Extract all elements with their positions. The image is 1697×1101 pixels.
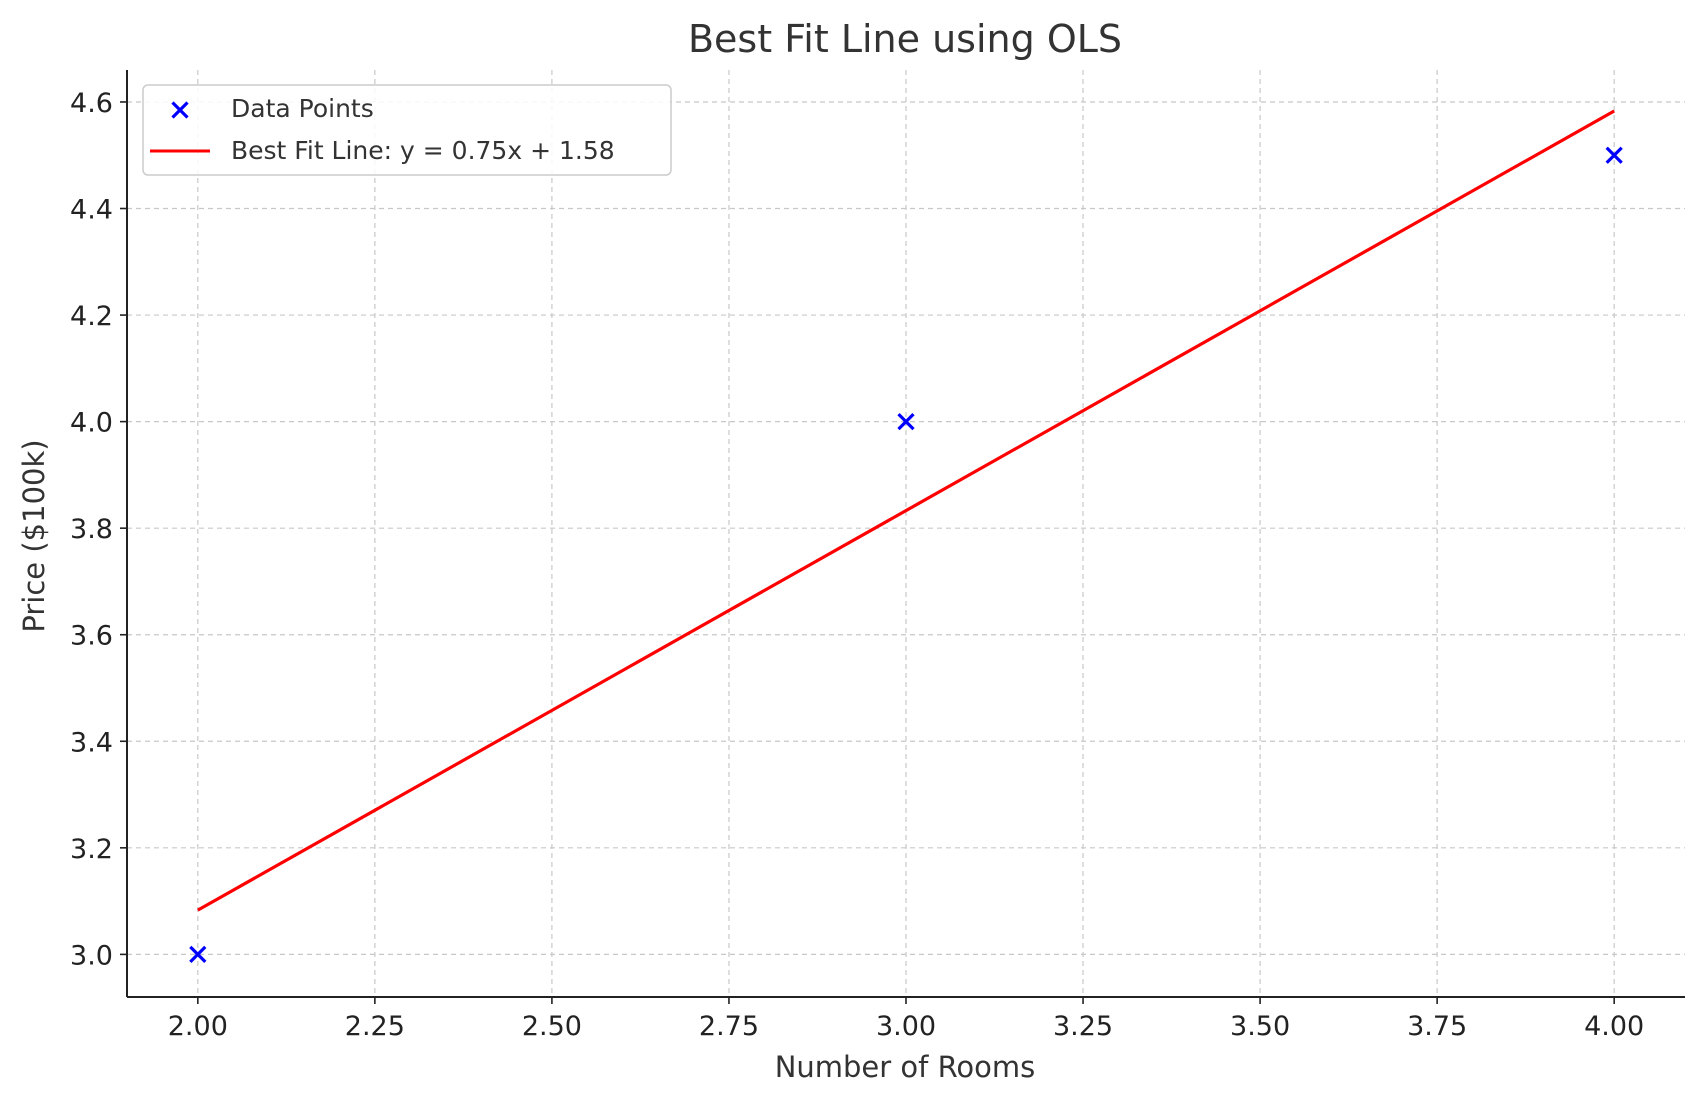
x-tick-label: 3.50: [1230, 1011, 1290, 1042]
data-point-marker-stroke: [189, 945, 207, 964]
x-tick-label: 3.75: [1407, 1011, 1467, 1042]
y-tick-label: 4.4: [70, 195, 113, 226]
legend-x-marker-stroke: [171, 101, 189, 119]
y-tick-label: 3.6: [70, 621, 113, 652]
x-axis-label: Number of Rooms: [775, 1050, 1036, 1084]
legend-label-best-fit: Best Fit Line: y = 0.75x + 1.58: [231, 136, 615, 165]
data-point-marker-stroke: [897, 412, 915, 431]
y-tick-label: 3.0: [70, 940, 113, 971]
data-point-marker: [189, 945, 207, 964]
x-tick-label: 2.25: [345, 1011, 405, 1042]
data-point-marker: [897, 412, 915, 431]
y-axis-label: Price ($100k): [17, 439, 51, 632]
legend-box: [142, 84, 672, 176]
x-axis-ticks: 2.00 2.25 2.50 2.75 3.00 3.25 3.50 3.75 4.00: [168, 997, 1644, 1042]
best-fit-line: [197, 109, 1615, 912]
y-tick-label: 3.8: [70, 514, 113, 545]
data-point-marker: [1605, 146, 1623, 164]
x-tick-label: 3.25: [1053, 1011, 1113, 1042]
x-tick-label: 2.00: [168, 1011, 228, 1042]
legend-x-marker: [171, 101, 189, 119]
y-tick-label: 4.6: [70, 88, 113, 119]
y-tick-label: 4.2: [70, 301, 113, 332]
y-axis-ticks: 3.0 3.2 3.4 3.6 3.8 4.0 4.2 4.4 4.6: [70, 88, 127, 971]
chart-title: Best Fit Line using OLS: [688, 17, 1122, 61]
legend-scatter-marker: [171, 101, 189, 119]
x-tick-label: 4.00: [1584, 1011, 1644, 1042]
x-tick-label: 2.75: [699, 1011, 759, 1042]
plot-area: [189, 109, 1623, 964]
legend: Data Points Best Fit Line: y = 0.75x + 1…: [142, 84, 672, 176]
data-point-marker-stroke: [1605, 146, 1623, 164]
y-tick-label: 3.2: [70, 834, 113, 865]
y-tick-label: 3.4: [70, 727, 113, 758]
y-tick-label: 4.0: [70, 408, 113, 439]
legend-label-data-points: Data Points: [231, 94, 374, 123]
x-tick-label: 2.50: [522, 1011, 582, 1042]
grid: [127, 70, 1685, 997]
x-tick-label: 3.00: [876, 1011, 936, 1042]
